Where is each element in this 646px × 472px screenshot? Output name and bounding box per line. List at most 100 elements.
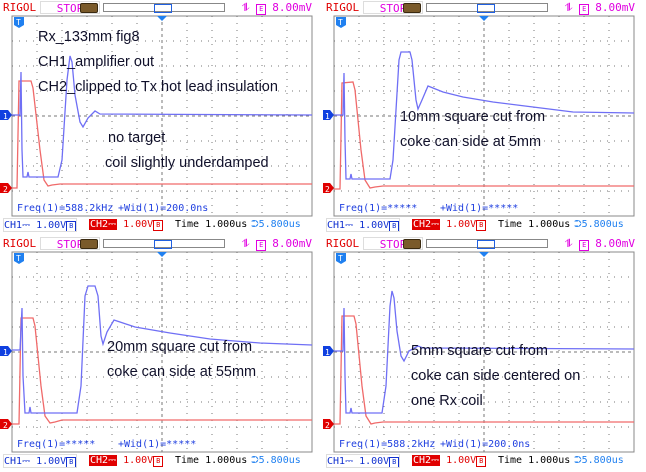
trigger-position-value: 5.800us: [258, 219, 301, 230]
time-label: Time: [175, 219, 200, 230]
ch2-status[interactable]: CH2⎓ 1.00V B: [412, 454, 486, 468]
brand-label: RIGOL: [326, 1, 360, 14]
trigger-position-icon[interactable]: [157, 252, 167, 257]
trigger-position-status[interactable]: ⮊5.800us: [574, 218, 640, 232]
bandwidth-icon: B: [153, 456, 163, 467]
ch1-trace: [12, 285, 313, 414]
ch1-status[interactable]: CH1⎓ 1.00V B: [326, 218, 400, 232]
time-label: Time: [175, 455, 200, 466]
ch1-scale: 1.00V: [359, 456, 390, 467]
timebase-status[interactable]: Time 1.000us: [498, 218, 572, 232]
trigger-edge-icon: ⥮: [564, 1, 580, 14]
brand-label: RIGOL: [3, 1, 37, 14]
dc-coupling-icon: ⎓: [22, 220, 37, 231]
trigger-position-value: 5.800us: [581, 455, 624, 466]
ch1-label: CH1: [327, 220, 346, 231]
trigger-marker[interactable]: [14, 17, 24, 28]
bandwidth-icon: B: [389, 221, 399, 231]
trigger-level-box[interactable]: ⥮ E 8.00mV: [235, 1, 315, 15]
trigger-position-icon[interactable]: [157, 16, 167, 21]
ch1-marker[interactable]: [0, 110, 12, 120]
waveform-screen: 1 2 T: [323, 15, 635, 217]
bandwidth-icon: B: [153, 220, 163, 231]
ch1-marker[interactable]: [0, 346, 12, 356]
overview-window[interactable]: [477, 4, 495, 13]
trigger-marker[interactable]: [336, 17, 346, 28]
waveform-overview[interactable]: [426, 3, 548, 13]
ch2-label: CH2⎓: [412, 455, 441, 466]
ch2-marker[interactable]: [323, 183, 334, 193]
waveform-overview[interactable]: [103, 239, 225, 249]
width-measurement: +Wid(1)=*****: [440, 203, 519, 214]
ch2-scale: 1.00V: [123, 455, 154, 466]
freq-measurement: Freq(1)=*****: [17, 439, 96, 450]
trigger-source-icon: E: [256, 240, 267, 251]
trigger-edge-icon: ⥮: [241, 1, 257, 14]
overview-window[interactable]: [154, 240, 172, 249]
trigger-marker-label: T: [16, 18, 21, 27]
timebase-status[interactable]: Time 1.000us: [175, 218, 249, 232]
ch2-scale: 1.00V: [446, 219, 477, 230]
ch1-label: CH1: [327, 456, 346, 467]
timebase-status[interactable]: Time 1.000us: [498, 454, 572, 468]
ch1-scale: 1.00V: [36, 456, 67, 467]
bandwidth-icon: B: [66, 457, 76, 467]
trigger-level-box[interactable]: ⥮ E 8.00mV: [558, 237, 638, 251]
memory-icon: [403, 3, 421, 13]
ch1-status[interactable]: CH1⎓ 1.00V B: [326, 454, 400, 468]
timebase-value: 1.000us: [528, 219, 571, 230]
trigger-position-status[interactable]: ⮊5.800us: [574, 454, 640, 468]
dc-coupling-icon: ⎓: [345, 456, 360, 467]
waveform-overview[interactable]: [426, 239, 548, 249]
trigger-source-icon: E: [579, 4, 590, 15]
trigger-level-box[interactable]: ⥮ E 8.00mV: [558, 1, 638, 15]
freq-measurement: Freq(1)=588.2kHz: [17, 203, 114, 214]
ch2-trace: [334, 315, 634, 425]
ch1-marker-label: 1: [3, 112, 8, 121]
ch1-marker[interactable]: [323, 346, 334, 356]
ch1-marker[interactable]: [323, 110, 334, 120]
overview-window[interactable]: [477, 240, 495, 249]
ch1-status[interactable]: CH1⎓ 1.00V B: [3, 218, 77, 232]
timebase-value: 1.000us: [205, 219, 248, 230]
annotation-text: CH1_amplifier out: [38, 54, 155, 70]
ch2-marker-label: 2: [325, 421, 330, 430]
overview-window[interactable]: [154, 4, 172, 13]
ch1-trace: [334, 51, 635, 180]
ch2-status[interactable]: CH2⎓ 1.00V B: [412, 218, 486, 232]
ch2-label-text: CH2: [90, 455, 109, 466]
trigger-position-icon[interactable]: [479, 16, 489, 21]
trigger-level: 8.00mV: [595, 237, 635, 250]
ch2-marker-label: 2: [325, 185, 330, 194]
trigger-marker[interactable]: [336, 253, 346, 264]
ch2-status[interactable]: CH2⎓ 1.00V B: [89, 218, 163, 232]
memory-icon: [80, 3, 98, 13]
ch1-status[interactable]: CH1⎓ 1.00V B: [3, 454, 77, 468]
timebase-value: 1.000us: [528, 455, 571, 466]
trigger-position-status[interactable]: ⮊5.800us: [251, 454, 317, 468]
ch2-trace: [334, 81, 634, 190]
trigger-position-icon[interactable]: [479, 252, 489, 257]
waveform-overview[interactable]: [103, 3, 225, 13]
trigger-arrow-icon: ⮊: [574, 455, 582, 466]
ch2-marker[interactable]: [323, 419, 334, 429]
trigger-position-value: 5.800us: [581, 219, 624, 230]
annotation-text: coke can side at 55mm: [107, 364, 257, 380]
ch2-marker[interactable]: [0, 419, 12, 429]
ch2-status[interactable]: CH2⎓ 1.00V B: [89, 454, 163, 468]
trigger-level-box[interactable]: ⥮ E 8.00mV: [235, 237, 315, 251]
trigger-position-status[interactable]: ⮊5.800us: [251, 218, 317, 232]
timebase-status[interactable]: Time 1.000us: [175, 454, 249, 468]
ch2-label: CH2⎓: [89, 219, 118, 230]
trigger-level: 8.00mV: [595, 1, 635, 14]
waveform-screen: 1 2 T: [0, 15, 313, 217]
scope-header: RIGOL STOP ⥮ E 8.00mV: [323, 236, 646, 251]
dc-coupling-icon: ⎓: [22, 456, 37, 467]
trigger-marker[interactable]: [14, 253, 24, 264]
trigger-level: 8.00mV: [272, 237, 312, 250]
annotation-text: 20mm square cut from: [107, 339, 253, 355]
ch2-marker[interactable]: [0, 183, 12, 193]
annotation-text: no target: [108, 130, 166, 146]
